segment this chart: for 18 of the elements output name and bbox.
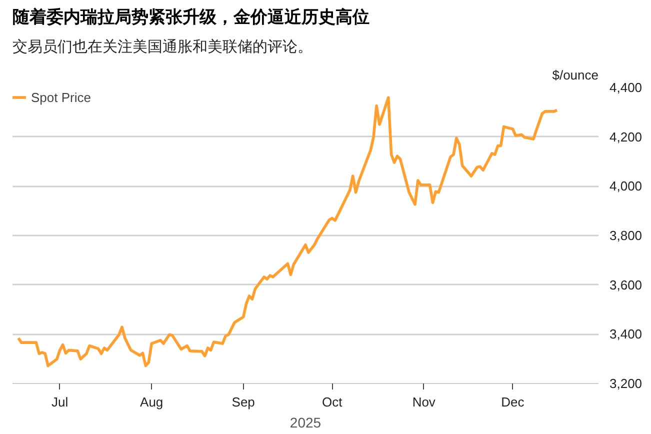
y-tick-label: 4,000: [610, 178, 642, 194]
y-tick-label: 3,600: [610, 277, 642, 292]
chart-title: 随着委内瑞拉局势紧张升级，金价逼近历史高位: [12, 8, 370, 26]
x-tick-label: Nov: [412, 394, 436, 410]
y-tick-label: 3,200: [610, 376, 642, 391]
x-tick-label: Sep: [232, 394, 255, 410]
x-tick-label: Aug: [140, 394, 164, 410]
x-tick-label: Dec: [501, 394, 525, 410]
x-tick-label: Oct: [322, 394, 343, 410]
y-axis-title: $/ounce: [552, 68, 599, 82]
y-tick-label: 3,400: [610, 326, 642, 342]
y-tick-label: 4,200: [610, 129, 642, 144]
y-tick-label: 3,800: [610, 228, 642, 243]
chart-subtitle: 交易员们也在关注美国通胀和美联储的评论。: [12, 38, 312, 56]
x-axis-title: 2025: [290, 414, 322, 430]
y-tick-label: 4,400: [610, 80, 642, 95]
legend-label: Spot Price: [31, 90, 91, 104]
x-tick-label: Jul: [52, 394, 68, 410]
